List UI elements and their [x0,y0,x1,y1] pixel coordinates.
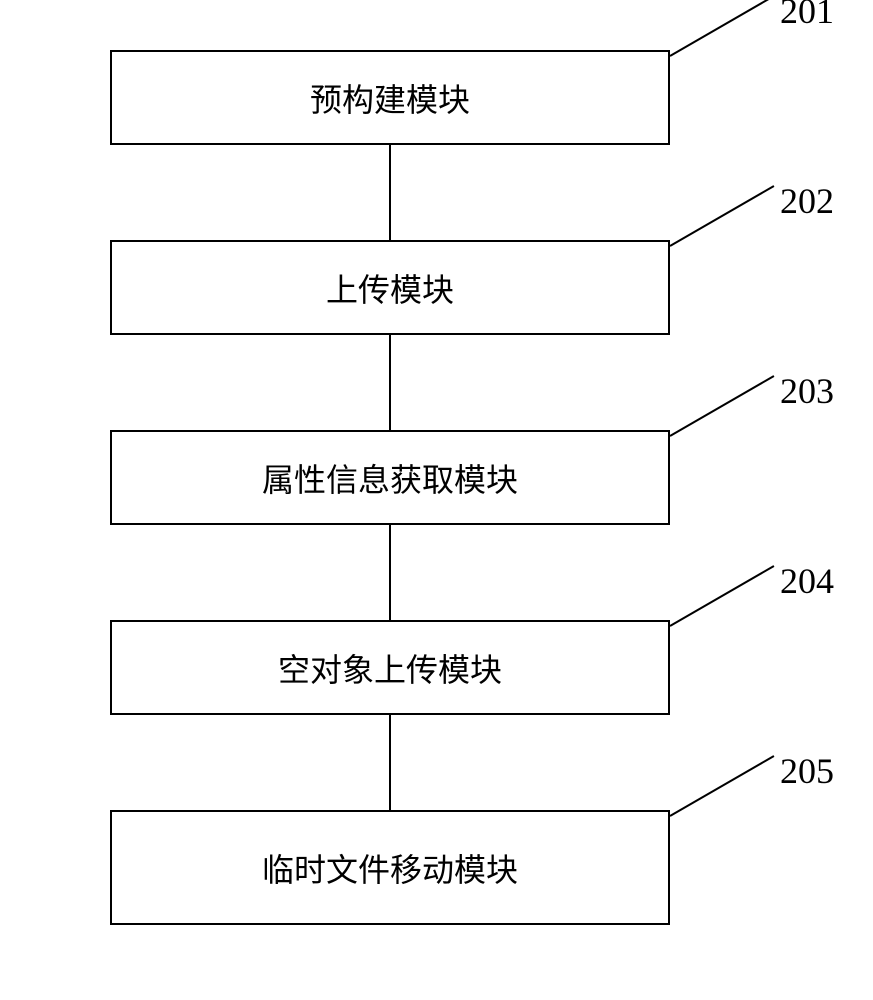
callout-line [670,755,775,817]
node-attribute-info-module: 属性信息获取模块 [110,430,670,525]
node-prebuild-module: 预构建模块 [110,50,670,145]
connector [389,335,391,430]
callout-line [670,0,775,57]
callout-label: 205 [780,750,834,792]
node-text: 预构建模块 [310,75,470,121]
callout-label: 201 [780,0,834,32]
node-text: 临时文件移动模块 [262,845,518,891]
node-text: 上传模块 [326,265,454,311]
callout-line [670,375,775,437]
callout-label: 203 [780,370,834,412]
connector [389,715,391,810]
callout-line [670,565,775,627]
node-empty-object-upload-module: 空对象上传模块 [110,620,670,715]
node-upload-module: 上传模块 [110,240,670,335]
connector [389,525,391,620]
node-temp-file-move-module: 临时文件移动模块 [110,810,670,925]
callout-label: 202 [780,180,834,222]
callout-line [670,185,775,247]
node-text: 空对象上传模块 [278,645,502,691]
callout-label: 204 [780,560,834,602]
node-text: 属性信息获取模块 [262,455,518,501]
connector [389,145,391,240]
